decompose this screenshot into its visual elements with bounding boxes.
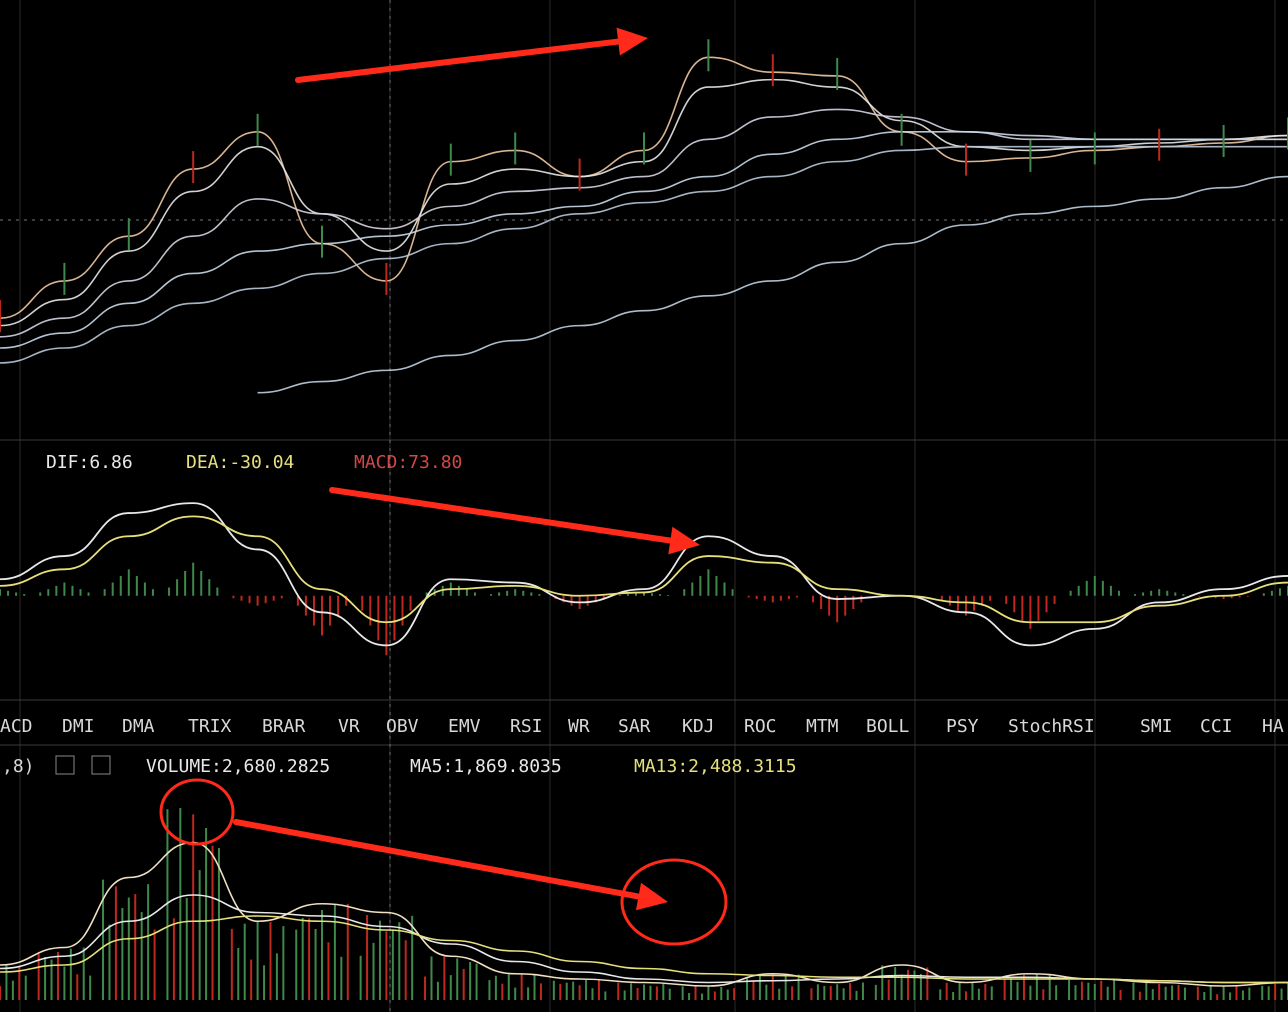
- volume-low-circle: [620, 858, 728, 946]
- price-ma-line-1: [0, 56, 1288, 319]
- tab-rsi[interactable]: RSI: [510, 716, 543, 737]
- macd-panel: DIF:6.86 DEA:-30.04 MACD:73.80: [0, 452, 1288, 656]
- volume-arrow-head: [635, 882, 668, 911]
- price-panel: [0, 39, 1288, 394]
- tab-sar[interactable]: SAR: [618, 716, 651, 737]
- macd-arrow: [329, 487, 700, 555]
- tab-emv[interactable]: EMV: [448, 716, 481, 737]
- ma13-line: [0, 915, 1288, 984]
- annotations: [159, 27, 728, 946]
- tab-stochrsi[interactable]: StochRSI: [1008, 716, 1095, 737]
- price-ma-line-6: [257, 175, 1288, 394]
- volume-panel: ,8) VOLUME:2,680.2825 MA5:1,869.8035 MA1…: [0, 755, 1288, 1000]
- dea-label: DEA:-30.04: [186, 452, 294, 473]
- volume-params-label: ,8): [2, 756, 35, 777]
- macd-arrow-shaft: [329, 487, 674, 544]
- tab-dma[interactable]: DMA: [122, 716, 155, 737]
- volume-settings-icon[interactable]: [55, 755, 75, 775]
- volume-label: VOLUME:2,680.2825: [146, 756, 330, 777]
- tab-smi[interactable]: SMI: [1140, 716, 1173, 737]
- tab-roc[interactable]: ROC: [744, 716, 777, 737]
- macd-label: MACD:73.80: [354, 452, 462, 473]
- tab-mtm[interactable]: MTM: [806, 716, 839, 737]
- volume-arrow-shaft: [233, 819, 642, 900]
- price-ma-line-3: [0, 108, 1288, 338]
- price-ma-line-4: [0, 131, 1288, 349]
- price-arrow-shaft: [295, 38, 622, 83]
- volume-peak-circle: [159, 778, 235, 846]
- price-arrow: [295, 27, 648, 83]
- tab-acd[interactable]: ACD: [0, 716, 33, 737]
- ma13-label: MA13:2,488.3115: [634, 756, 797, 777]
- tab-ha[interactable]: HA: [1262, 716, 1284, 737]
- price-arrow-head: [616, 27, 648, 56]
- tab-obv[interactable]: OBV: [386, 716, 419, 737]
- dea-line: [0, 515, 1288, 624]
- tab-wr[interactable]: WR: [568, 716, 590, 737]
- volume-arrow: [233, 819, 668, 911]
- tab-brar[interactable]: BRAR: [262, 716, 306, 737]
- tab-psy[interactable]: PSY: [946, 716, 979, 737]
- dif-line: [0, 502, 1288, 647]
- tab-cci[interactable]: CCI: [1200, 716, 1233, 737]
- macd-arrow-head: [668, 526, 700, 555]
- price-ma-line-2: [0, 78, 1288, 327]
- tab-boll[interactable]: BOLL: [866, 716, 910, 737]
- tab-trix[interactable]: TRIX: [188, 716, 232, 737]
- price-ma-line-5: [0, 145, 1288, 364]
- tab-kdj[interactable]: KDJ: [682, 716, 715, 737]
- dif-label: DIF:6.86: [46, 452, 133, 473]
- volume-expand-icon[interactable]: [91, 755, 111, 775]
- ma5-label: MA5:1,869.8035: [410, 756, 562, 777]
- indicator-tabs: ACD DMI DMA TRIX BRAR VR OBV EMV RSI WR SAR KDJ ROC M…: [0, 716, 1284, 737]
- tab-dmi[interactable]: DMI: [62, 716, 95, 737]
- tab-vr[interactable]: VR: [338, 716, 360, 737]
